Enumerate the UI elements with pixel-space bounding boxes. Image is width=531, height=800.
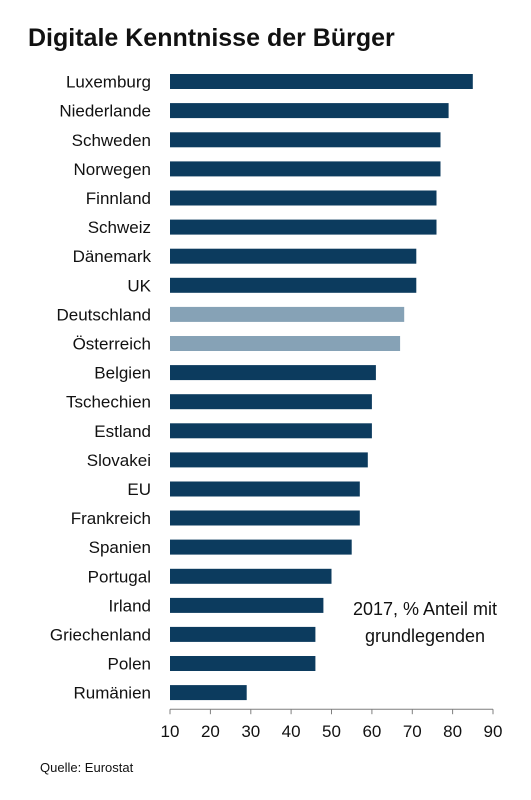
category-label: Griechenland [50, 625, 151, 644]
category-label: Norwegen [74, 160, 152, 179]
bar-finnland [170, 190, 437, 206]
bar-irland [170, 597, 324, 613]
bar-luxemburg [170, 74, 473, 89]
category-label: Portugal [88, 567, 151, 586]
bar-polen [170, 656, 316, 671]
category-label: Dänemark [73, 247, 152, 266]
x-tick-label: 70 [403, 722, 422, 741]
category-label: Estland [94, 422, 151, 441]
bar-niederlande [170, 103, 449, 119]
category-label: Polen [108, 655, 151, 674]
category-label: Deutschland [56, 305, 151, 324]
category-label: Luxemburg [66, 73, 151, 92]
source-note: Quelle: Eurostat [40, 760, 134, 775]
category-label: Rumänien [74, 684, 152, 703]
bar-schweden [170, 132, 441, 148]
x-tick-label: 30 [241, 722, 260, 741]
category-label: Spanien [89, 538, 151, 557]
bar-schweiz [170, 219, 437, 235]
bar-uk [170, 277, 417, 293]
category-label: Niederlande [59, 102, 151, 121]
chart-annotation: 2017, % Anteil mit grundlegenden [352, 599, 498, 646]
category-label: Slovakei [87, 451, 151, 470]
bar-tschechien [170, 394, 372, 410]
x-tick-label: 10 [161, 722, 180, 741]
category-label: Schweiz [88, 218, 151, 237]
bar-deutschland [170, 306, 405, 322]
x-tick-label: 60 [362, 722, 381, 741]
category-label: Belgien [94, 364, 151, 383]
bar-dänemark [170, 248, 417, 264]
category-label: UK [127, 276, 151, 295]
category-label: Finnland [86, 189, 151, 208]
bar-eu [170, 481, 360, 497]
bar-portugal [170, 568, 332, 584]
category-label: Schweden [72, 131, 151, 150]
bar-österreich [170, 336, 401, 351]
category-label: EU [127, 480, 151, 499]
bar-griechenland [170, 626, 316, 642]
category-label: Irland [108, 596, 151, 615]
x-tick-label: 20 [201, 722, 220, 741]
category-label: Frankreich [71, 509, 151, 528]
bar-frankreich [170, 510, 360, 526]
bar-estland [170, 423, 372, 439]
bar-rumänien [170, 685, 247, 701]
bar-slovakei [170, 452, 368, 468]
x-tick-label: 40 [282, 722, 301, 741]
category-label: Österreich [73, 335, 151, 354]
bar-belgien [170, 365, 376, 381]
chart-title: Digitale Kenntnisse der Bürger [28, 24, 395, 52]
category-label: Tschechien [66, 393, 151, 412]
x-tick-label: 80 [443, 722, 462, 741]
bar-spanien [170, 539, 352, 555]
x-tick-label: 90 [484, 722, 503, 741]
x-tick-label: 50 [322, 722, 341, 741]
bar-norwegen [170, 161, 441, 177]
